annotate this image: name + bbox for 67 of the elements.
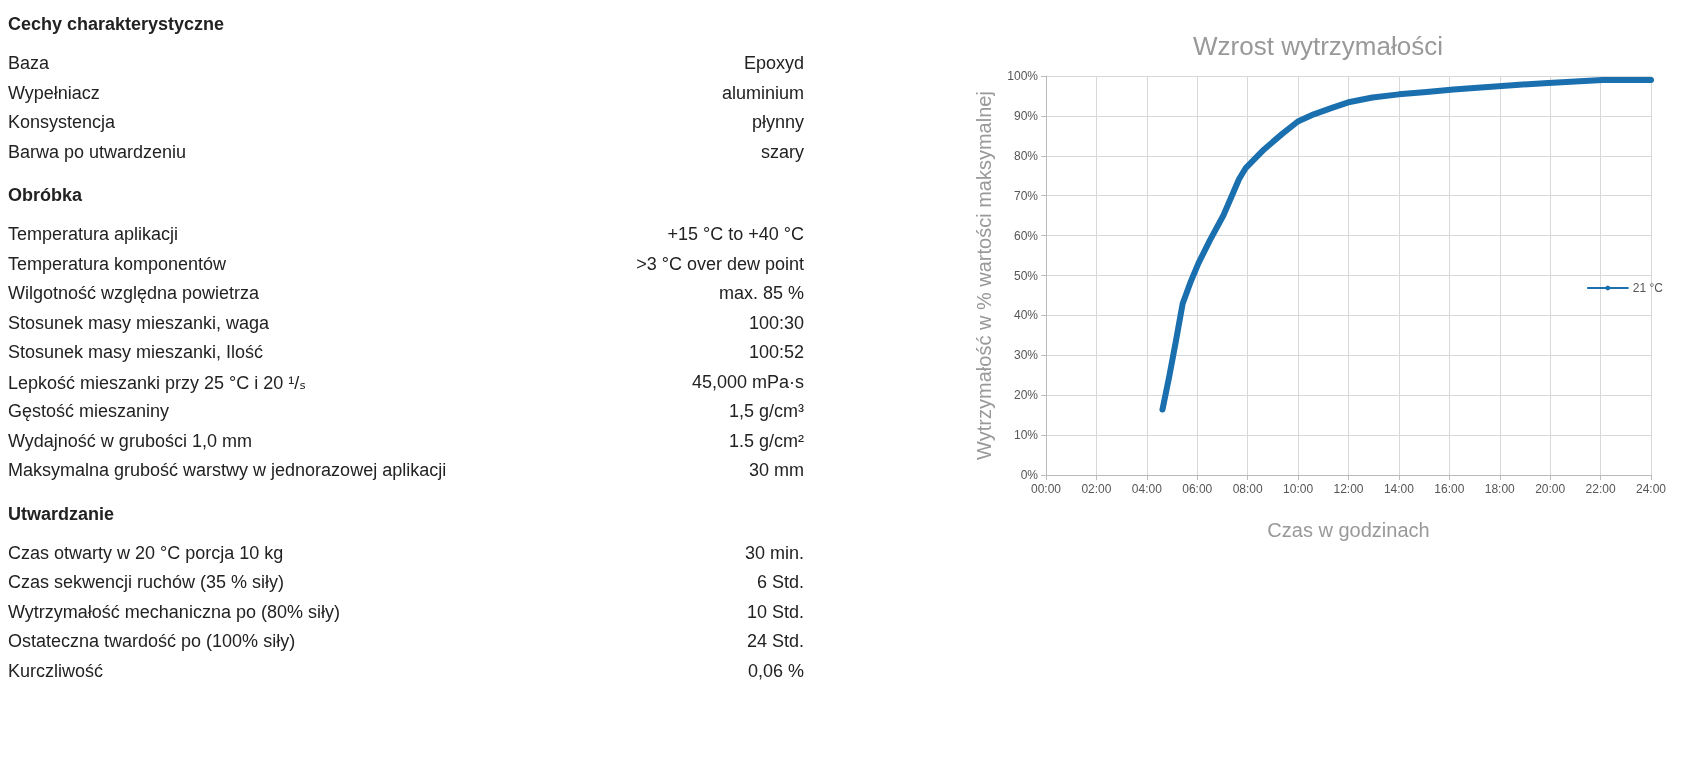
y-tick-label: 80%: [1013, 148, 1039, 163]
text: aluminium: [721, 82, 804, 103]
text: płynny: [751, 112, 804, 132]
text: szary: [760, 141, 804, 162]
text: 1,5 g/cm³: [728, 401, 804, 421]
y-axis-title: Wytrzymałość w % wartości maksymalnej: [973, 91, 995, 460]
category-label: Czas sekwencji ruchów (35 % siły): [8, 572, 285, 594]
text: 24 Std.: [746, 631, 804, 651]
x-tick-label: 18:00: [1484, 482, 1516, 496]
category-label: Kurczliwość: [8, 660, 104, 683]
text: Utwardzanie: [8, 503, 116, 525]
x-tick-label: 10:00: [1283, 482, 1314, 496]
x-tick-label: 12:00: [1333, 482, 1364, 496]
y-tick-label: 40%: [1013, 308, 1039, 323]
y-tick-label: 60%: [1013, 228, 1039, 243]
y-tick-label: 100%: [1007, 69, 1039, 83]
text: Epoxyd: [743, 53, 804, 73]
x-tick-label: 16:00: [1434, 482, 1465, 496]
x-tick-label: 00:00: [1030, 482, 1062, 496]
legend-label: 21 °C: [1632, 281, 1664, 295]
category-label: Gęstość mieszaniny: [8, 401, 170, 423]
text: 0,06 %: [747, 660, 804, 681]
x-tick-label: 24:00: [1635, 482, 1667, 496]
x-tick-label: 22:00: [1585, 482, 1616, 496]
text: max. 85 %: [718, 283, 804, 303]
category-label: Wypełniacz: [8, 82, 100, 105]
category-label: Stosunek masy mieszanki, Ilość: [8, 342, 264, 364]
text: >3 °C over dew point: [636, 253, 804, 274]
category-label: Barwa po utwardzeniu: [8, 141, 187, 164]
text: 6 Std.: [756, 572, 804, 592]
y-tick-label: 10%: [1013, 428, 1039, 443]
x-tick-label: 06:00: [1182, 482, 1213, 496]
category-label: Temperatura komponentów: [8, 253, 227, 276]
category-label: Lepkość mieszanki przy 25 °C i 20 ¹/ₛ: [8, 371, 307, 395]
x-tick-label: 02:00: [1081, 482, 1112, 496]
x-tick-label: 20:00: [1535, 482, 1566, 496]
category-label: Wydajność w grubości 1,0 mm: [8, 430, 252, 453]
category-label: Baza: [8, 53, 50, 75]
text: +15 °C to +40 °C: [667, 224, 804, 244]
y-tick-label: 90%: [1013, 108, 1039, 123]
x-tick-label: 14:00: [1383, 482, 1415, 496]
y-tick-label: 0%: [1020, 468, 1039, 482]
category-label: Ostateczna twardość po (100% siły): [8, 631, 296, 653]
x-axis-title: Czas w godzinach: [1267, 519, 1430, 541]
x-tick-label: 08:00: [1232, 482, 1264, 496]
text: 10 Std.: [746, 601, 804, 622]
y-tick-label: 70%: [1013, 188, 1039, 203]
category-label: Czas otwarty w 20 °C porcja 10 kg: [8, 542, 284, 565]
text: Cechy charakterystyczne: [8, 14, 226, 35]
category-label: Temperatura aplikacji: [8, 224, 179, 246]
category-label: Wytrzymałość mechaniczna po (80% siły): [8, 601, 340, 624]
category-label: Konsystencja: [8, 112, 116, 134]
category-label: Wilgotność względna powietrza: [8, 283, 260, 305]
y-tick-label: 20%: [1013, 388, 1039, 403]
y-tick-label: 30%: [1013, 348, 1039, 363]
text: 100:52: [748, 342, 804, 362]
category-label: Stosunek masy mieszanki, waga: [8, 312, 270, 335]
text: Obróbka: [8, 185, 83, 206]
text: 45,000 mPa·s: [691, 371, 804, 392]
text: 100:30: [748, 312, 804, 333]
category-label: Maksymalna grubość warstwy w jednorazowej aplikacji: [8, 460, 447, 482]
chart-title: Wzrost wytrzymałości: [1193, 31, 1443, 61]
x-tick-label: 04:00: [1131, 482, 1163, 496]
text: 30 mm: [748, 460, 804, 480]
text: 1.5 g/cm²: [728, 430, 804, 451]
y-tick-label: 50%: [1013, 268, 1039, 283]
text: 30 min.: [744, 542, 804, 563]
